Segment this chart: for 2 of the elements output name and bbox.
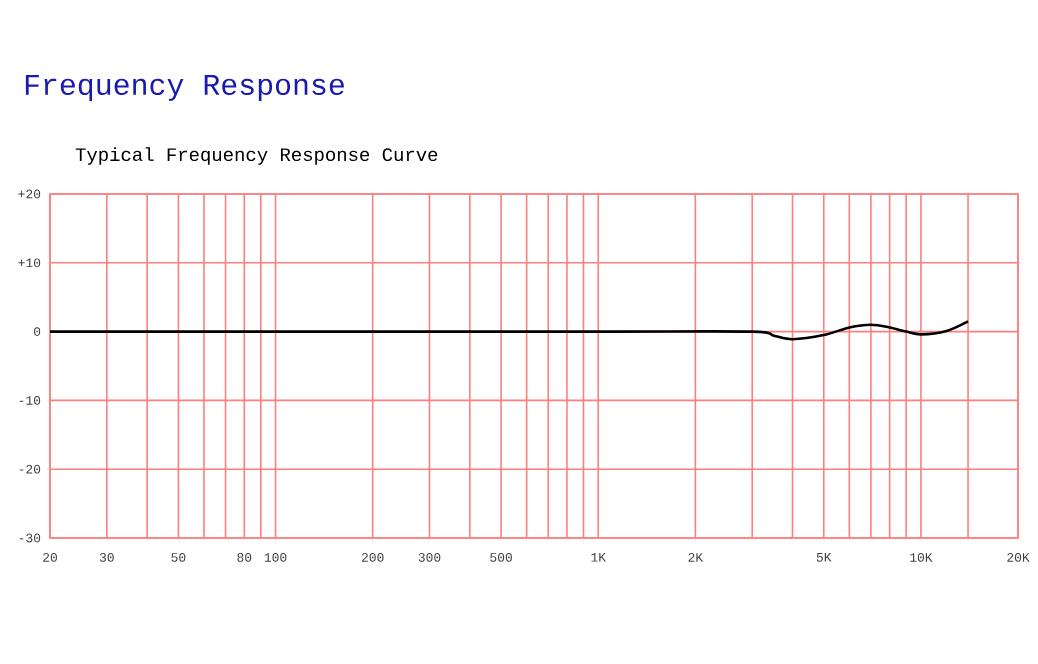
chart-title: Frequency Response <box>25 75 344 101</box>
chart-subtitle: Typical Frequency Response Curve <box>75 147 438 165</box>
